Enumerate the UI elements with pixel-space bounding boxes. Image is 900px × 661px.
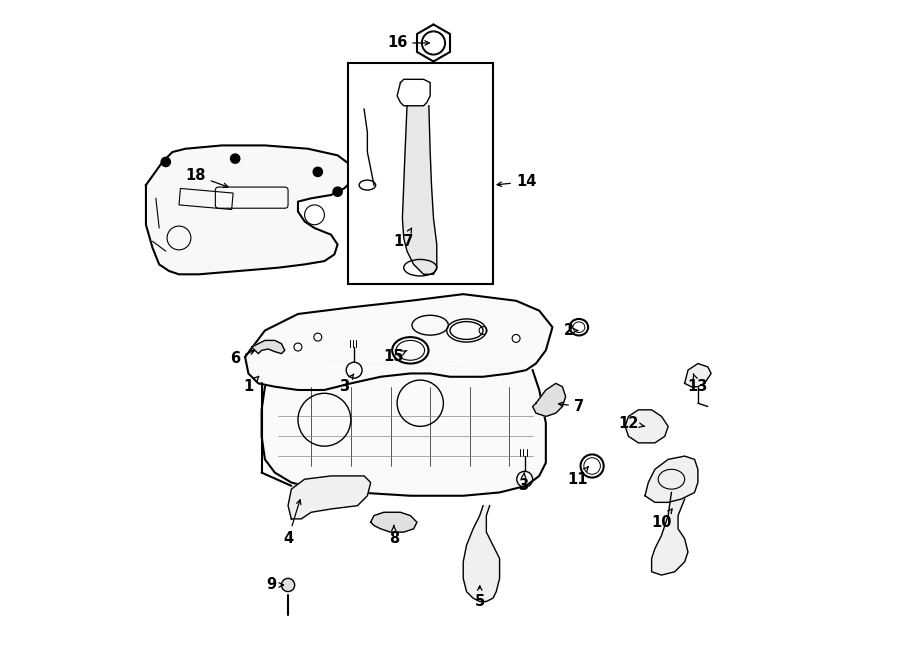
Circle shape xyxy=(333,187,342,196)
Text: 10: 10 xyxy=(652,509,672,529)
Text: 16: 16 xyxy=(387,36,429,50)
Text: 3: 3 xyxy=(339,374,354,394)
Polygon shape xyxy=(626,410,668,443)
Circle shape xyxy=(282,578,294,592)
Polygon shape xyxy=(645,456,698,502)
Text: 5: 5 xyxy=(474,586,485,609)
Polygon shape xyxy=(652,492,688,575)
Polygon shape xyxy=(685,364,711,387)
FancyBboxPatch shape xyxy=(347,63,493,284)
Text: 11: 11 xyxy=(567,467,589,486)
Text: 15: 15 xyxy=(383,350,407,364)
Polygon shape xyxy=(252,340,284,354)
Text: 18: 18 xyxy=(185,168,228,188)
Text: 1: 1 xyxy=(243,376,258,394)
Circle shape xyxy=(313,167,322,176)
Polygon shape xyxy=(533,383,566,416)
Circle shape xyxy=(230,154,239,163)
Polygon shape xyxy=(402,106,436,274)
Text: 13: 13 xyxy=(688,373,708,394)
Text: 17: 17 xyxy=(393,228,414,249)
Text: 9: 9 xyxy=(266,578,284,592)
Polygon shape xyxy=(245,294,553,390)
Bar xyxy=(179,188,233,210)
Polygon shape xyxy=(288,476,371,519)
Polygon shape xyxy=(245,294,553,496)
Text: 7: 7 xyxy=(559,399,584,414)
Polygon shape xyxy=(464,506,500,602)
Text: 8: 8 xyxy=(389,525,399,546)
Polygon shape xyxy=(146,145,355,274)
Text: 3: 3 xyxy=(518,473,527,493)
Text: 2: 2 xyxy=(564,323,578,338)
Text: 14: 14 xyxy=(497,175,536,189)
Text: 4: 4 xyxy=(283,500,301,546)
Circle shape xyxy=(161,157,170,167)
Polygon shape xyxy=(371,512,417,532)
Text: 6: 6 xyxy=(230,350,255,366)
Text: 12: 12 xyxy=(618,416,644,430)
